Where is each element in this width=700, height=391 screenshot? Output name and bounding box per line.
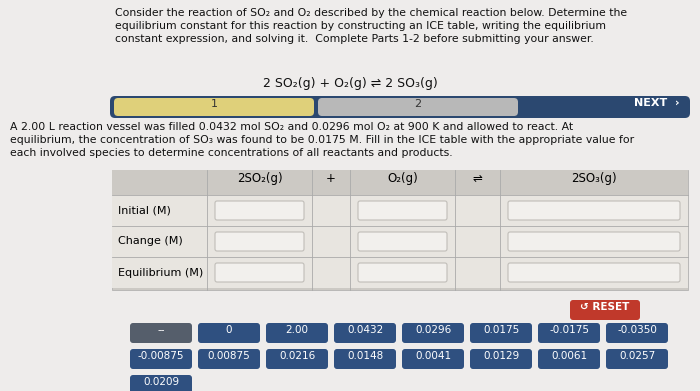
FancyBboxPatch shape	[130, 349, 192, 369]
Bar	[112, 226, 688, 257]
FancyBboxPatch shape	[198, 349, 260, 369]
FancyBboxPatch shape	[358, 201, 447, 220]
Text: --: --	[158, 325, 164, 335]
Text: 0.0175: 0.0175	[483, 325, 519, 335]
Text: Equilibrium (M): Equilibrium (M)	[118, 267, 203, 278]
Text: -0.00875: -0.00875	[138, 351, 184, 361]
FancyBboxPatch shape	[358, 263, 447, 282]
FancyBboxPatch shape	[130, 323, 192, 343]
FancyBboxPatch shape	[470, 323, 532, 343]
Text: Change (M): Change (M)	[118, 237, 183, 246]
Text: -0.0175: -0.0175	[549, 325, 589, 335]
FancyBboxPatch shape	[114, 98, 314, 116]
FancyBboxPatch shape	[606, 323, 668, 343]
FancyBboxPatch shape	[508, 263, 680, 282]
Text: 0.0296: 0.0296	[415, 325, 451, 335]
Text: 2.00: 2.00	[286, 325, 309, 335]
Text: ↺ RESET: ↺ RESET	[580, 302, 630, 312]
FancyBboxPatch shape	[402, 323, 464, 343]
FancyBboxPatch shape	[606, 349, 668, 369]
Text: 0.00875: 0.00875	[208, 351, 251, 361]
Text: +: +	[326, 172, 336, 185]
FancyBboxPatch shape	[538, 349, 600, 369]
FancyBboxPatch shape	[334, 349, 396, 369]
Text: 2 SO₂(g) + O₂(g) ⇌ 2 SO₃(g): 2 SO₂(g) + O₂(g) ⇌ 2 SO₃(g)	[262, 77, 438, 90]
FancyBboxPatch shape	[402, 349, 464, 369]
Text: 0.0148: 0.0148	[347, 351, 383, 361]
Text: Initial (M): Initial (M)	[118, 206, 171, 215]
Text: 2: 2	[414, 99, 421, 109]
FancyBboxPatch shape	[508, 232, 680, 251]
Text: NEXT  ›: NEXT ›	[634, 98, 680, 108]
FancyBboxPatch shape	[215, 232, 304, 251]
FancyBboxPatch shape	[266, 349, 328, 369]
FancyBboxPatch shape	[266, 323, 328, 343]
Text: 0.0216: 0.0216	[279, 351, 315, 361]
Bar	[112, 257, 688, 288]
FancyBboxPatch shape	[538, 323, 600, 343]
FancyBboxPatch shape	[215, 201, 304, 220]
Text: -0.0350: -0.0350	[617, 325, 657, 335]
Bar	[112, 170, 688, 290]
Text: 0.0432: 0.0432	[347, 325, 383, 335]
Text: 0.0257: 0.0257	[619, 351, 655, 361]
Text: O₂(g): O₂(g)	[387, 172, 418, 185]
FancyBboxPatch shape	[130, 375, 192, 391]
Text: 0.0209: 0.0209	[143, 377, 179, 387]
Text: A 2.00 L reaction vessel was filled 0.0432 mol SO₂ and 0.0296 mol O₂ at 900 K an: A 2.00 L reaction vessel was filled 0.04…	[10, 122, 634, 158]
FancyBboxPatch shape	[198, 323, 260, 343]
FancyBboxPatch shape	[110, 96, 690, 118]
Text: Consider the reaction of SO₂ and O₂ described by the chemical reaction below. De: Consider the reaction of SO₂ and O₂ desc…	[115, 8, 627, 45]
FancyBboxPatch shape	[215, 263, 304, 282]
FancyBboxPatch shape	[470, 349, 532, 369]
Text: ⇌: ⇌	[473, 172, 482, 185]
Text: 1: 1	[211, 99, 218, 109]
Text: 0: 0	[225, 325, 232, 335]
FancyBboxPatch shape	[508, 201, 680, 220]
FancyBboxPatch shape	[570, 300, 640, 320]
FancyBboxPatch shape	[318, 98, 518, 116]
Text: 0.0061: 0.0061	[551, 351, 587, 361]
Text: 2SO₃(g): 2SO₃(g)	[571, 172, 617, 185]
Text: 2SO₂(g): 2SO₂(g)	[237, 172, 282, 185]
Bar	[112, 170, 688, 195]
Text: 0.0041: 0.0041	[415, 351, 451, 361]
Text: 0.0129: 0.0129	[483, 351, 519, 361]
FancyBboxPatch shape	[358, 232, 447, 251]
Bar	[112, 195, 688, 226]
FancyBboxPatch shape	[334, 323, 396, 343]
